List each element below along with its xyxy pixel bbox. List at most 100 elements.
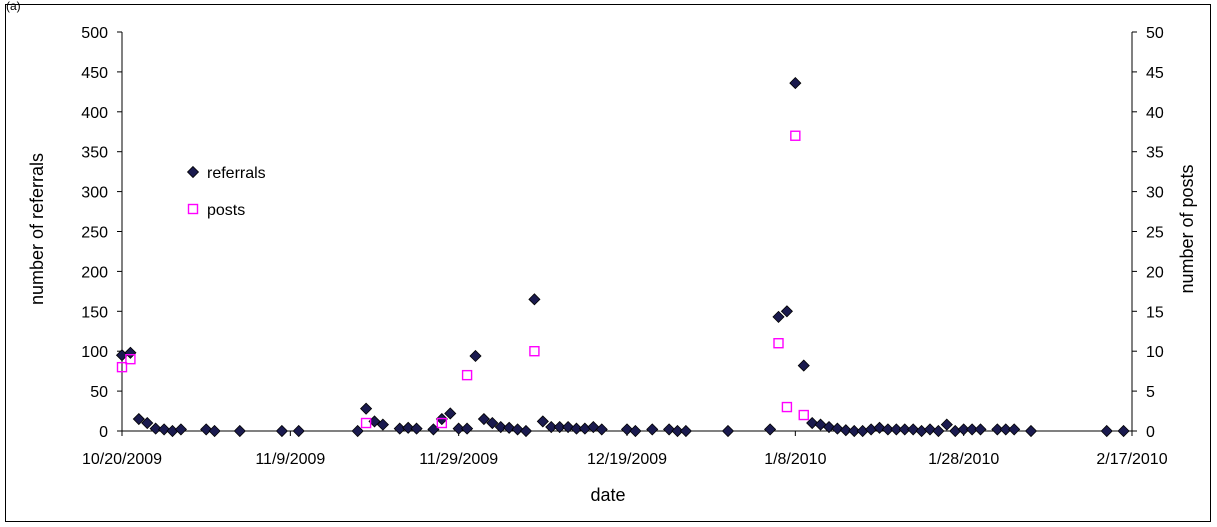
referrals-point [1008,423,1021,436]
legend-posts-label: posts [207,202,245,219]
referrals-point [907,423,920,436]
legend-referrals-marker [186,165,200,179]
referrals-point [410,422,423,435]
posts-point [781,401,793,413]
referrals-point [780,305,793,318]
referrals-point [974,423,987,436]
posts-point [360,417,372,429]
y-tick-label-left: 450 [81,65,108,82]
y-axis-label-right: number of posts [1177,164,1197,293]
x-tick-label: 1/28/2010 [928,451,999,468]
referrals-point [957,423,970,436]
referrals-point [822,420,836,434]
y-tick-label-left: 200 [81,264,108,281]
referrals-point [402,421,415,434]
referrals-point [865,423,878,436]
referrals-point [149,422,162,435]
referrals-point [461,422,474,435]
posts-point [461,369,473,381]
referrals-point [477,412,490,426]
referrals-point [663,423,676,436]
referrals-point [999,423,1012,436]
x-tick-label: 12/19/2009 [587,451,667,468]
referrals-point [873,421,886,434]
referrals-point [494,420,507,434]
referrals-point [915,424,928,438]
referrals-point [208,424,221,438]
referrals-point [620,423,634,436]
referrals-point [932,424,945,438]
y-tick-label-right: 40 [1146,105,1164,122]
referrals-point [595,423,608,436]
y-tick-label-left: 350 [81,145,108,162]
referrals-point [545,420,558,434]
y-tick-label-left: 250 [81,225,108,242]
referrals-point [679,424,692,438]
referrals-point [511,423,524,436]
referrals-point [629,424,642,438]
referrals-point [562,420,575,434]
referrals-point [764,423,777,436]
referrals-point [1117,424,1130,438]
y-tick-label-right: 5 [1146,384,1155,401]
referrals-point [570,422,583,435]
referrals-point [528,293,541,306]
referrals-point [158,423,171,436]
referrals-point [806,416,819,430]
posts-point [529,346,540,357]
referrals-point [553,420,566,434]
referrals-point [519,424,533,438]
y-tick-label-left: 50 [90,384,108,401]
y-tick-label-left: 400 [81,105,108,122]
axes: 0 50 100 150 200 250 300 350 400 450 500 0 5 10 15 20 25… [81,25,1167,468]
y-tick-label-right: 20 [1146,264,1164,281]
referrals-point [898,423,911,436]
referrals-point [856,424,869,438]
referrals-point [233,424,246,438]
referrals-point [1100,424,1113,438]
referrals-point [351,424,364,438]
posts-point [798,409,809,421]
y-axis-label-left: number of referrals [27,153,47,305]
y-tick-label-left: 300 [81,185,108,202]
posts-point [116,361,128,373]
referrals-point [174,423,187,436]
panel-label: (a) [6,0,21,13]
posts-point [773,338,784,349]
referrals-point [292,424,305,438]
y-tick-label-left: 100 [81,344,108,361]
legend-referrals-label: referrals [207,165,266,182]
referrals-point [486,416,499,430]
y-tick-label-right: 50 [1146,25,1164,42]
referrals-point [141,416,154,430]
referrals-point [831,422,844,435]
y-tick-label-left: 150 [81,304,108,321]
posts-point [125,353,136,365]
referrals-point [1024,424,1038,438]
referrals-point [452,422,465,435]
referrals-point [923,423,937,436]
referrals-point [275,424,288,438]
y-tick-label-left: 0 [99,424,108,441]
referrals-point [166,424,179,438]
series-posts [116,130,809,429]
referrals-point [881,423,894,436]
referrals-point [200,423,213,436]
referrals-point [839,424,852,437]
y-tick-label-right: 30 [1146,185,1164,202]
referrals-point [444,407,457,420]
y-tick-label-right: 35 [1146,145,1164,162]
referrals-point [772,310,785,323]
referrals-point [132,412,145,426]
x-tick-label: 10/20/2009 [82,451,162,468]
x-tick-label: 11/29/2009 [419,451,498,468]
y-tick-label-right: 10 [1146,344,1164,361]
x-tick-label: 2/17/2010 [1096,451,1167,468]
referrals-point [789,77,802,90]
y-tick-label-right: 0 [1146,424,1155,441]
posts-point [436,417,448,429]
referrals-point [797,359,810,372]
referrals-point [966,423,979,436]
series-referrals [115,77,1130,438]
